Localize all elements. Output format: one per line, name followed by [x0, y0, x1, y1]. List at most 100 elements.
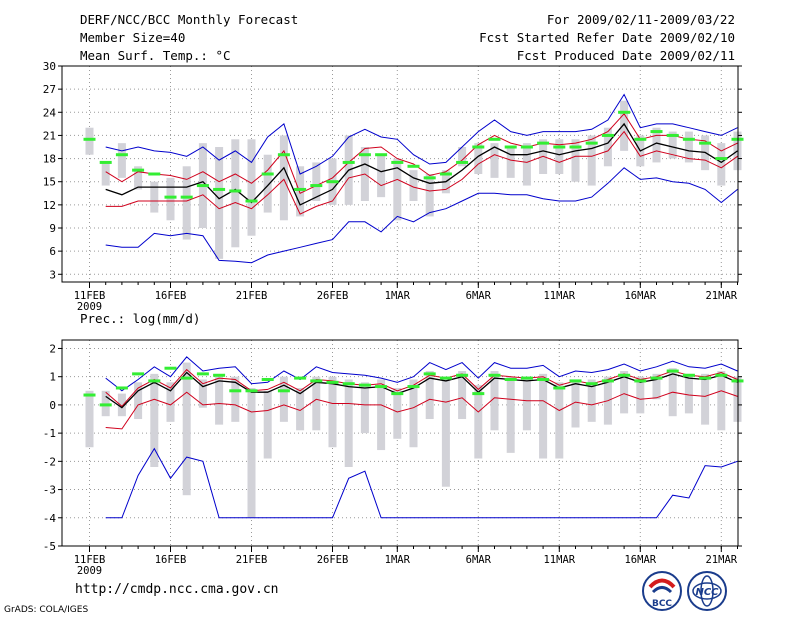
prec-observed-mark [553, 386, 566, 390]
temp-observed-mark [148, 172, 161, 176]
temp-spread-box [555, 139, 564, 174]
prec-series-mean [105, 371, 738, 409]
temp-observed-mark [180, 195, 193, 199]
prec-spread-box [182, 362, 191, 496]
temp-spread-box [166, 177, 175, 221]
temp-spread-box [85, 127, 94, 155]
temp-ytick-label: 15 [43, 176, 56, 189]
temp-ytick-label: 3 [49, 268, 56, 281]
prec-observed-mark [407, 385, 420, 389]
temp-spread-box [506, 147, 515, 178]
temp-observed-mark [601, 133, 614, 137]
prec-observed-mark [326, 380, 339, 384]
temp-ytick-label: 24 [43, 106, 57, 119]
prec-ytick-label: -5 [43, 540, 56, 553]
temp-observed-mark [261, 172, 274, 176]
prec-spread-box [215, 376, 224, 425]
temp-spread-box [117, 143, 126, 178]
prec-spread-box [571, 379, 580, 428]
source-url[interactable]: http://cmdp.ncc.cma.gov.cn [75, 582, 279, 597]
prec-ytick-label: 2 [49, 342, 56, 355]
temp-observed-mark [407, 164, 420, 168]
temp-observed-mark [342, 160, 355, 164]
prec-observed-mark [439, 376, 452, 380]
prec-spread-box [458, 371, 467, 420]
prec-series-lower [105, 390, 738, 430]
prec-xtick-label: 6MAR [466, 554, 492, 566]
prec-observed-mark [358, 383, 371, 387]
temp-spread-box [668, 131, 677, 159]
temp-spread-box [587, 135, 596, 186]
temp-observed-mark [699, 141, 712, 145]
prec-observed-mark [537, 378, 550, 382]
temp-observed-mark [294, 187, 307, 191]
prec-observed-mark [213, 373, 226, 377]
prec-spread-box [85, 390, 94, 448]
temp-series-max [105, 93, 738, 175]
prec-spread-box [150, 373, 159, 467]
temp-observed-mark [585, 141, 598, 145]
ncc-logo: NCC [687, 571, 727, 611]
prec-spread-box [522, 376, 531, 431]
temp-observed-mark [358, 153, 371, 157]
prec-spread-box [393, 387, 402, 439]
temp-observed-mark [618, 110, 631, 114]
prec-observed-mark [342, 382, 355, 386]
prec-chart-title: Prec.: log(mm/d) [80, 311, 200, 326]
prec-ytick-label: -4 [43, 512, 57, 525]
prec-spread-box [117, 393, 126, 417]
temp-spread-box [247, 139, 256, 236]
chart-title: DERF/NCC/BCC Monthly Forecast [80, 12, 299, 27]
prec-observed-mark [294, 376, 307, 380]
temp-spread-box [231, 139, 240, 248]
prec-observed-mark [261, 378, 274, 382]
prec-spread-box [506, 376, 515, 453]
prec-spread-box [620, 371, 629, 414]
temp-ytick-label: 6 [49, 245, 56, 258]
prec-xtick-label: 11FEB [74, 554, 106, 566]
temp-spread-box [490, 143, 499, 178]
prec-year-label: 2009 [77, 565, 102, 577]
prec-ytick-label: 0 [49, 399, 56, 412]
bcc-logo: BCC [642, 571, 682, 611]
ncc-logo-text: NCC [695, 587, 719, 598]
prec-observed-mark [520, 376, 533, 380]
temp-observed-mark [634, 137, 647, 141]
temp-spread-box [652, 127, 661, 163]
temp-ytick-label: 30 [43, 60, 56, 73]
period-label: For 2009/02/11-2009/03/22 [546, 12, 735, 27]
prec-observed-mark [310, 379, 323, 383]
temp-observed-mark [99, 160, 112, 164]
temp-spread-box [215, 147, 224, 259]
prec-observed-mark [99, 403, 112, 407]
temp-spread-box [279, 135, 288, 221]
temp-spread-box [263, 154, 272, 213]
temp-observed-mark [196, 184, 209, 188]
prec-spread-box [441, 376, 450, 487]
temp-xtick-label: 1MAR [385, 290, 411, 302]
temp-observed-mark [504, 145, 517, 149]
temp-observed-mark [375, 153, 388, 157]
temp-observed-mark [715, 157, 728, 161]
prec-observed-mark [504, 378, 517, 382]
fcst-started-label: Fcst Started Refer Date 2009/02/10 [479, 30, 735, 45]
prec-ytick-label: -2 [43, 455, 56, 468]
prec-spread-box [328, 376, 337, 448]
temp-observed-mark [472, 145, 485, 149]
temp-series-min [105, 167, 738, 264]
temp-spread-box [393, 158, 402, 221]
temp-xtick-label: 11MAR [543, 290, 575, 302]
temp-ytick-label: 9 [49, 222, 56, 235]
prec-spread-box [474, 385, 483, 459]
prec-spread-box [555, 382, 564, 459]
temp-observed-mark [277, 153, 290, 157]
prec-spread-box [684, 373, 693, 414]
temp-ytick-label: 21 [43, 129, 56, 142]
prec-spread-box [231, 376, 240, 422]
temp-series-lower [105, 130, 738, 215]
prec-spread-box [636, 376, 645, 414]
temp-spread-box [312, 162, 321, 201]
temp-xtick-label: 16MAR [624, 290, 656, 302]
temp-spread-box [409, 170, 418, 201]
prec-observed-mark [472, 392, 485, 396]
